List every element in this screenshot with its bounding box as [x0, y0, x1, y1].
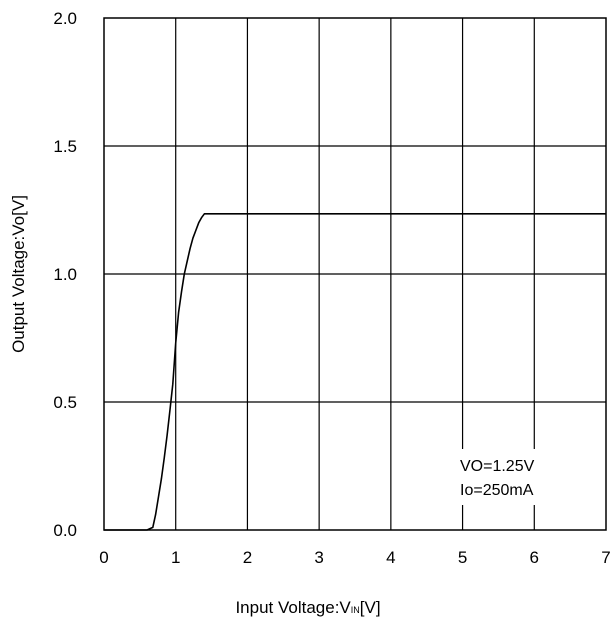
x-tick-label: 4	[386, 548, 395, 567]
x-axis-label-suffix: [V]	[360, 598, 381, 617]
x-tick-label: 5	[458, 548, 467, 567]
y-tick-label: 1.5	[53, 137, 77, 156]
annotation-box: VO=1.25V Io=250mA	[448, 449, 566, 505]
annotation-io: Io=250mA	[460, 482, 534, 499]
y-tick-label: 0.5	[53, 393, 77, 412]
x-axis-label: Input Voltage:VIN[V]	[235, 598, 380, 617]
annotation-vo: VO=1.25V	[460, 458, 535, 475]
y-axis-label: Output Voltage:Vo[V]	[9, 195, 28, 353]
x-tick-label: 2	[243, 548, 252, 567]
plot-area-frame	[103, 17, 607, 531]
grid-lines	[104, 18, 606, 530]
x-tick-label: 6	[530, 548, 539, 567]
y-tick-label: 2.0	[53, 9, 77, 28]
x-tick-label: 1	[171, 548, 180, 567]
y-tick-label: 1.0	[53, 265, 77, 284]
annotation-background	[448, 449, 566, 505]
x-tick-label: 7	[601, 548, 610, 567]
y-tick-label: 0.0	[53, 521, 77, 540]
x-axis-label-prefix: Input Voltage:V	[235, 598, 351, 617]
x-tick-label: 0	[99, 548, 108, 567]
tick-labels: 0 1 2 3 4 5 6 7 0.0 0.5 1.0 1.5 2.0	[53, 9, 610, 567]
x-axis-label-subscript: IN	[351, 605, 360, 615]
x-tick-label: 3	[314, 548, 323, 567]
series-line	[104, 213, 606, 531]
series-layer	[104, 213, 606, 531]
